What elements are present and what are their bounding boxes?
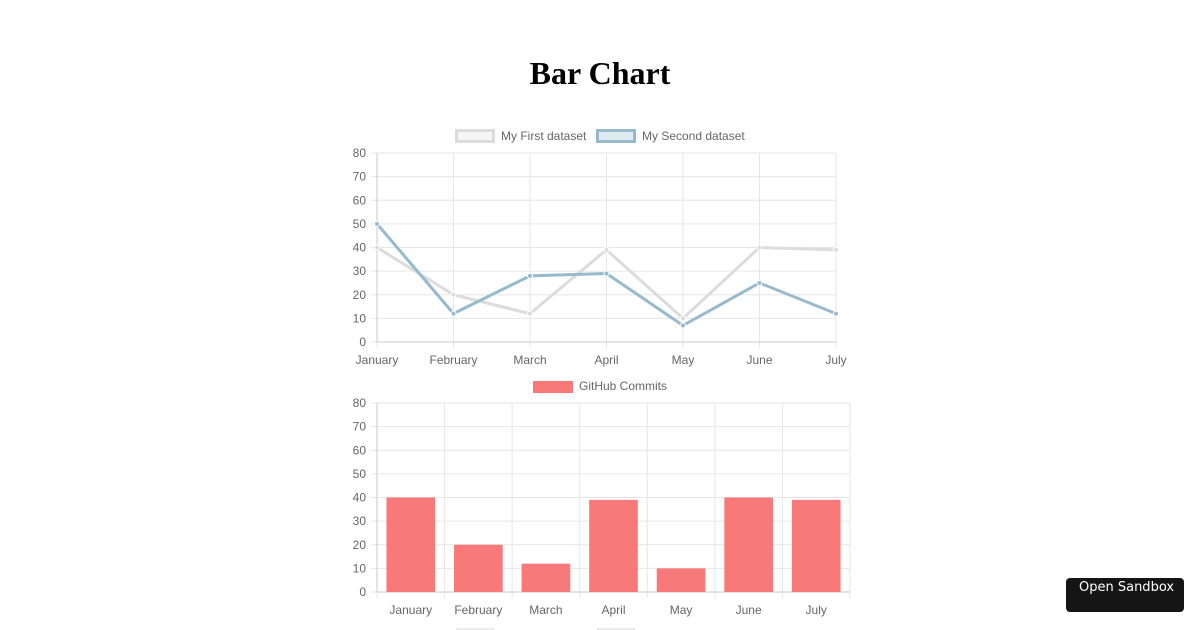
legend-swatch <box>455 129 495 143</box>
data-point <box>527 310 533 317</box>
y-tick-label: 40 <box>353 491 367 505</box>
x-tick-label: July <box>806 603 827 617</box>
bar <box>791 499 841 592</box>
x-tick-label: February <box>454 603 502 617</box>
x-tick-label: May <box>672 353 695 367</box>
data-point <box>680 315 686 322</box>
y-tick-label: 0 <box>359 335 366 349</box>
y-tick-label: 80 <box>353 146 367 160</box>
x-tick-label: February <box>429 353 477 367</box>
bar <box>386 497 436 592</box>
data-point <box>374 220 380 227</box>
legend-swatch <box>533 381 573 393</box>
y-tick-label: 70 <box>353 420 367 434</box>
y-tick-label: 0 <box>359 585 366 599</box>
data-point <box>680 322 686 329</box>
y-tick-label: 30 <box>353 514 367 528</box>
x-tick-label: June <box>736 603 762 617</box>
y-tick-label: 20 <box>353 538 367 552</box>
legend-label: GitHub Commits <box>579 379 667 393</box>
data-point <box>450 310 457 317</box>
x-tick-label: May <box>670 603 693 617</box>
y-tick-label: 30 <box>353 264 367 278</box>
data-point <box>603 270 610 277</box>
y-tick-label: 60 <box>353 443 367 457</box>
x-tick-label: January <box>389 603 432 617</box>
y-tick-label: 50 <box>353 217 367 231</box>
y-tick-label: 40 <box>353 241 367 255</box>
data-point <box>833 246 839 253</box>
y-tick-label: 70 <box>353 170 367 184</box>
x-tick-label: April <box>601 603 625 617</box>
open-sandbox-button[interactable]: Open Sandbox <box>1066 578 1184 612</box>
y-tick-label: 80 <box>353 396 367 410</box>
data-point <box>833 310 839 317</box>
data-point <box>374 244 380 251</box>
x-tick-label: January <box>356 353 399 367</box>
y-tick-label: 50 <box>353 467 367 481</box>
x-tick-label: April <box>594 353 618 367</box>
data-point <box>756 279 763 286</box>
y-tick-label: 20 <box>353 288 367 302</box>
x-tick-label: March <box>529 603 562 617</box>
bar <box>656 568 706 592</box>
page-title: Bar Chart <box>529 55 671 91</box>
y-tick-label: 60 <box>353 193 367 207</box>
legend-label: My First dataset <box>501 129 587 143</box>
y-tick-label: 10 <box>353 311 367 325</box>
bar <box>521 563 571 592</box>
bar <box>454 544 503 592</box>
x-tick-label: March <box>513 353 546 367</box>
data-point <box>450 291 457 298</box>
bar <box>724 497 773 592</box>
legend-swatch <box>596 129 636 143</box>
data-point <box>603 246 610 253</box>
y-tick-label: 10 <box>353 561 367 575</box>
data-point <box>756 244 763 251</box>
x-tick-label: July <box>825 353 846 367</box>
legend-label: My Second dataset <box>642 129 745 143</box>
data-point <box>527 272 533 279</box>
bar <box>589 499 638 592</box>
x-tick-label: June <box>746 353 772 367</box>
